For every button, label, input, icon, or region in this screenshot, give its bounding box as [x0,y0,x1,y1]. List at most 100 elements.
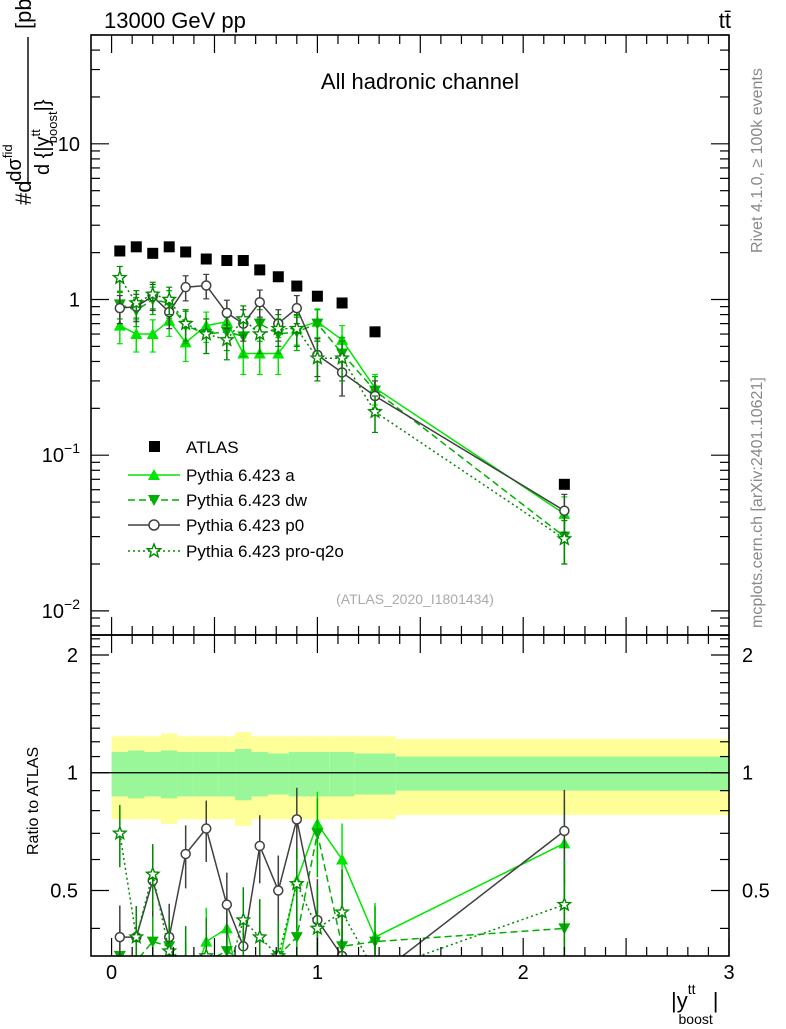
series-q2o-point [366,403,383,419]
ratio-y-tick-label-right: 1 [742,763,753,785]
ratio-dw-point [311,828,324,840]
uncertainty-band-inner [160,750,178,799]
legend: ATLAS Pythia 6.423 a Pythia 6.423 dw Pyt… [128,438,344,561]
legend-a-marker [148,469,160,480]
atlas-data-point [558,478,570,490]
series-q2o-point [309,349,326,365]
series-a-point [146,328,159,340]
ratio-p0-point [291,814,303,825]
series-p0-point [201,280,212,291]
series-p0-point [559,505,570,516]
series-q2o-point [251,325,268,341]
series-q2o-point [128,294,145,310]
series-q2o-point [161,291,178,307]
main-plot-title: All hadronic channel [321,69,519,94]
ratio-q2o-point [198,947,215,956]
svg-text:dσfid: dσfid [0,144,26,181]
ratio-q2o-point [556,896,573,912]
uncertainty-band-inner [111,751,129,797]
ratio-p0-point [559,825,570,837]
atlas-data-point [272,271,284,283]
atlas-data-point [369,326,381,338]
series-a-point [113,319,126,331]
y-axis-label: #d dσfid d {|ytt boost|} [pb] [0,0,60,205]
ratio-p0-point [273,885,284,896]
svg-text:#d: #d [11,181,36,205]
ratio-q2o-point [309,919,326,936]
atlas-data-point [311,290,323,302]
atlas-data-point [163,241,175,253]
series-q2o-point [177,315,194,331]
ratio-a-point [336,853,349,865]
ratio-p0-point [114,931,126,943]
legend-a-label: Pythia 6.423 a [186,466,295,485]
ratio-q2o [111,805,573,956]
x-tick-label: 2 [518,962,529,984]
uncertainty-band-inner [177,751,194,797]
y-tick-label: 10−2 [42,596,80,623]
legend-atlas-marker [149,441,160,452]
series-q2o-point [218,331,235,347]
legend-q2o-label: Pythia 6.423 pro-q2o [186,542,344,561]
ratio-y-tick-label: 2 [67,645,78,667]
x-tick-label: 1 [312,962,323,984]
ratio-dw-point [290,932,303,944]
uncertainty-band-inner [251,751,268,797]
ratio-q2o-line [119,833,565,956]
rivet-version-label: Rivet 4.1.0, ≥ 100k events [749,68,766,253]
ratio-p0-point [221,899,233,910]
uncertainty-band-inner [354,753,396,795]
uncertainty-band-inner [218,751,236,797]
ratio-q2o-point [144,865,161,882]
atlas-data-point [114,245,126,257]
ratio-q2o-point [128,928,145,945]
ratio-q2o-point [334,903,351,920]
process-label: tt̄ [719,8,731,33]
series-p0-point [114,302,126,314]
svg-text:[pb]: [pb] [11,0,36,29]
atlas-data-point [221,255,233,267]
x-tick-label: 0 [106,962,117,984]
atlas-data-point [130,241,142,253]
y-tick-label: 10 [58,134,80,156]
uncertainty-band-inner [193,751,219,797]
atlas-data-point [147,247,159,259]
legend-dw-label: Pythia 6.423 dw [186,491,308,510]
atlas-data-point [291,280,303,292]
atlas-data-point [336,297,348,309]
legend-q2o-marker [145,542,163,559]
atlas-data-point [237,255,249,267]
series-q2o-point [288,320,305,336]
uncertainty-band-inner [395,756,729,791]
uncertainty-band-inner [144,751,161,797]
ratio-a-line [200,822,565,956]
legend-atlas-label: ATLAS [186,438,239,457]
uncertainty-band-inner [267,753,289,795]
series-q2o-point [270,320,287,336]
series-q2o-point [198,325,215,341]
x-tick-label: 3 [723,962,734,984]
series-p0-point [254,297,266,308]
ratio-q2o-point [270,947,287,956]
ratio-y-tick-label: 1 [67,763,78,785]
legend-p0-marker [148,519,160,531]
uncertainty-band-inner [329,751,355,797]
series-p0-point [221,307,233,319]
atlas-data-point [254,264,266,276]
legend-p0-label: Pythia 6.423 p0 [186,516,304,535]
series-q2o-point [235,310,252,326]
ratio-q2o-point [111,824,128,841]
atlas-data-point [180,246,192,258]
uncertainty-band-inner [235,749,252,801]
ratio-dw-line [119,833,565,956]
ratio-q2o-point [251,928,268,945]
uncertainty-band-inner [305,751,330,797]
mcplots-label: mcplots.cern.ch [arXiv:2401.10621] [749,377,766,628]
atlas-data-point [200,253,212,265]
series-q2o-point [556,530,573,546]
series-q2o-point [334,349,351,365]
ratio-p0-point [254,840,266,852]
watermark: (ATLAS_2020_I1801434) [336,591,494,607]
